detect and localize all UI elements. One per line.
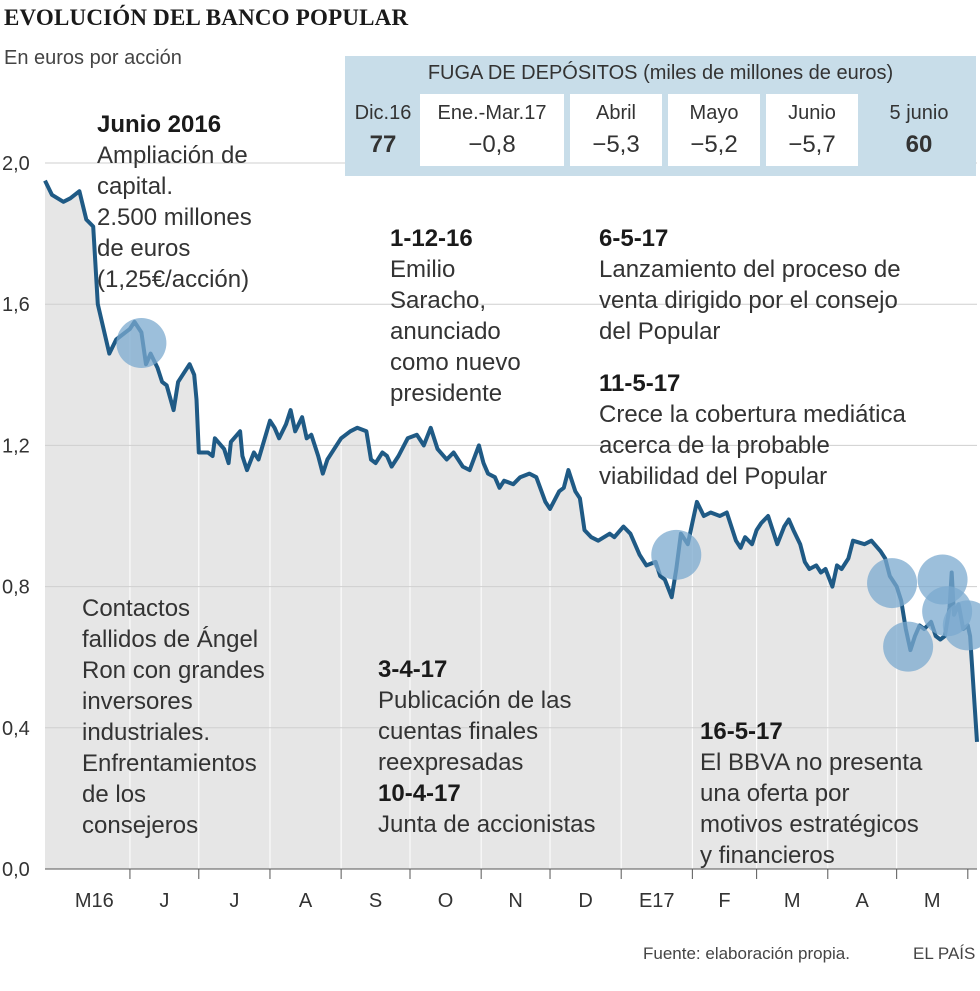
y-tick-label: 2,0 — [2, 153, 30, 175]
annotation-date: 10-4-17 — [378, 780, 461, 807]
annotation-line: anunciado — [390, 318, 501, 345]
annotation-line: motivos estratégicos — [700, 811, 919, 838]
annotation-line: como nuevo — [390, 349, 521, 376]
deposits-panel: FUGA DE DEPÓSITOS (miles de millones de … — [345, 56, 976, 176]
event-marker — [883, 621, 934, 672]
annotation-line: de los — [82, 781, 147, 808]
annotation-date: 16-5-17 — [700, 718, 783, 745]
annotation-line: Ampliación de — [97, 142, 248, 169]
event-marker — [942, 600, 980, 651]
chart-title: EVOLUCIÓN DEL BANCO POPULAR — [4, 5, 409, 30]
y-tick-label: 0,4 — [2, 718, 30, 740]
brand-logo: EL PAÍS — [913, 944, 976, 963]
event-marker — [651, 529, 702, 580]
deposit-value: −5,2 — [690, 131, 738, 158]
annotation-cuentas: 3-4-17 Publicación de las cuentas finale… — [378, 654, 595, 840]
deposit-cell: Dic.16 77 — [347, 94, 419, 166]
deposit-value: −5,7 — [788, 131, 836, 158]
x-tick-label: M — [784, 890, 801, 912]
event-marker — [116, 318, 167, 369]
deposit-label: Ene.-Mar.17 — [437, 102, 547, 124]
annotation-line: Lanzamiento del proceso de — [599, 256, 901, 283]
annotation-line: Ron con grandes — [82, 657, 265, 684]
annotation-date: 1-12-16 — [390, 225, 473, 252]
annotation-date: 6-5-17 — [599, 225, 669, 252]
annotation-line: presidente — [390, 380, 503, 407]
annotation-line: del Popular — [599, 318, 721, 345]
deposit-label: Dic.16 — [354, 102, 412, 124]
annotation-line: Contactos — [82, 595, 191, 622]
x-tick-label: A — [299, 890, 313, 912]
x-tick-label: J — [159, 890, 169, 912]
chart-subtitle: En euros por acción — [4, 47, 182, 69]
price-area — [45, 180, 977, 870]
deposit-value: 60 — [905, 131, 933, 158]
x-tick-label: E17 — [639, 890, 675, 912]
annotation-date: Junio 2016 — [97, 111, 222, 138]
deposit-value: −5,3 — [592, 131, 640, 158]
annotation-junio-2016: Junio 2016 Ampliación de capital. 2.500 … — [97, 109, 252, 295]
annotation-line: consejeros — [82, 812, 199, 839]
deposit-cell: Abril −5,3 — [570, 94, 662, 166]
x-tick-label: J — [229, 890, 239, 912]
deposit-label: Abril — [595, 102, 636, 124]
annotation-line: una oferta por — [700, 780, 850, 807]
deposit-value: −0,8 — [468, 131, 516, 158]
annotation-line: reexpresadas — [378, 749, 524, 776]
y-tick-label: 1,6 — [2, 294, 30, 316]
annotation-cobertura: 11-5-17 Crece la cobertura mediática ace… — [599, 368, 906, 492]
annotation-line: El BBVA no presenta — [700, 749, 923, 776]
x-tick-label: A — [856, 890, 870, 912]
annotation-line: de euros — [97, 235, 191, 262]
deposit-label: Junio — [788, 102, 836, 124]
annotation-venta: 6-5-17 Lanzamiento del proceso de venta … — [599, 223, 901, 347]
event-marker — [867, 558, 918, 609]
deposits-title: FUGA DE DEPÓSITOS (miles de millones de … — [427, 62, 894, 84]
annotation-line: Junta de accionistas — [378, 811, 596, 838]
annotation-line: (1,25€/acción) — [97, 266, 250, 293]
deposit-label: 5 junio — [889, 102, 949, 124]
deposit-cell: 5 junio 60 — [865, 94, 973, 166]
y-tick-label: 0,8 — [2, 577, 30, 599]
annotation-line: 2.500 millones — [97, 204, 252, 231]
x-tick-label: O — [438, 890, 454, 912]
x-tick-label: D — [578, 890, 592, 912]
annotation-line: Saracho, — [390, 287, 487, 314]
annotation-bbva: 16-5-17 El BBVA no presenta una oferta p… — [700, 716, 922, 871]
annotation-line: venta dirigido por el consejo — [599, 287, 898, 314]
annotation-line: cuentas finales — [378, 718, 539, 745]
deposit-label: Mayo — [689, 102, 739, 124]
annotation-line: capital. — [97, 173, 174, 200]
annotation-line: y financieros — [700, 842, 835, 869]
annotation-line: industriales. — [82, 719, 211, 746]
annotation-line: Emilio — [390, 256, 456, 283]
x-tick-label: F — [718, 890, 730, 912]
annotation-saracho: 1-12-16 Emilio Saracho, anunciado como n… — [390, 223, 521, 409]
annotation-line: fallidos de Ángel — [82, 626, 259, 653]
annotation-line: inversores — [82, 688, 193, 715]
price-line — [43, 179, 979, 743]
deposit-cell: Junio −5,7 — [766, 94, 858, 166]
x-tick-label: M — [924, 890, 941, 912]
y-tick-label: 0,0 — [2, 859, 30, 881]
annotation-line: Publicación de las — [378, 687, 572, 714]
deposit-cell: Mayo −5,2 — [668, 94, 760, 166]
annotation-line: acerca de la probable — [599, 432, 830, 459]
deposit-cell: Ene.-Mar.17 −0,8 — [420, 94, 564, 166]
y-tick-label: 1,2 — [2, 435, 30, 457]
annotation-date: 3-4-17 — [378, 656, 448, 683]
x-tick-label: N — [508, 890, 522, 912]
annotation-contactos: Contactos fallidos de Ángel Ron con gran… — [82, 593, 265, 841]
annotation-line: Enfrentamientos — [82, 750, 257, 777]
annotation-line: Crece la cobertura mediática — [599, 401, 906, 428]
source-note: Fuente: elaboración propia. — [643, 944, 850, 963]
x-tick-label: S — [369, 890, 382, 912]
x-tick-label: M16 — [75, 890, 114, 912]
deposit-value: 77 — [369, 131, 397, 158]
annotation-line: viabilidad del Popular — [599, 463, 828, 490]
annotation-date: 11-5-17 — [599, 370, 681, 397]
